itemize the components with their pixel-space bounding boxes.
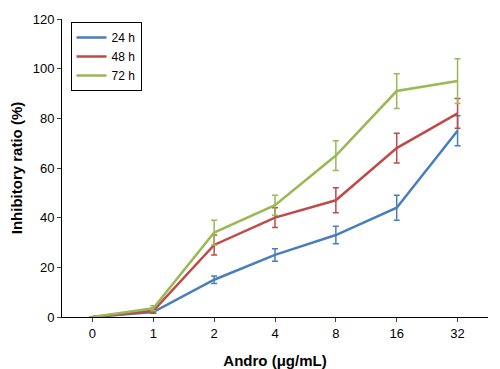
svg-text:Inhibitory ratio (%): Inhibitory ratio (%) [8,102,25,235]
svg-text:1: 1 [150,326,157,341]
svg-text:60: 60 [40,161,54,176]
svg-text:20: 20 [40,260,54,275]
svg-text:120: 120 [33,12,55,27]
svg-text:4: 4 [271,326,278,341]
svg-text:16: 16 [389,326,403,341]
svg-text:24 h: 24 h [112,31,135,45]
svg-text:100: 100 [33,61,55,76]
svg-text:Andro (μg/mL): Andro (μg/mL) [223,352,326,369]
svg-text:48 h: 48 h [112,50,135,64]
svg-text:0: 0 [89,326,96,341]
svg-text:72 h: 72 h [112,69,135,83]
svg-text:32: 32 [450,326,464,341]
svg-text:40: 40 [40,210,54,225]
svg-text:0: 0 [47,310,54,325]
svg-text:80: 80 [40,111,54,126]
svg-text:8: 8 [332,326,339,341]
svg-text:2: 2 [211,326,218,341]
